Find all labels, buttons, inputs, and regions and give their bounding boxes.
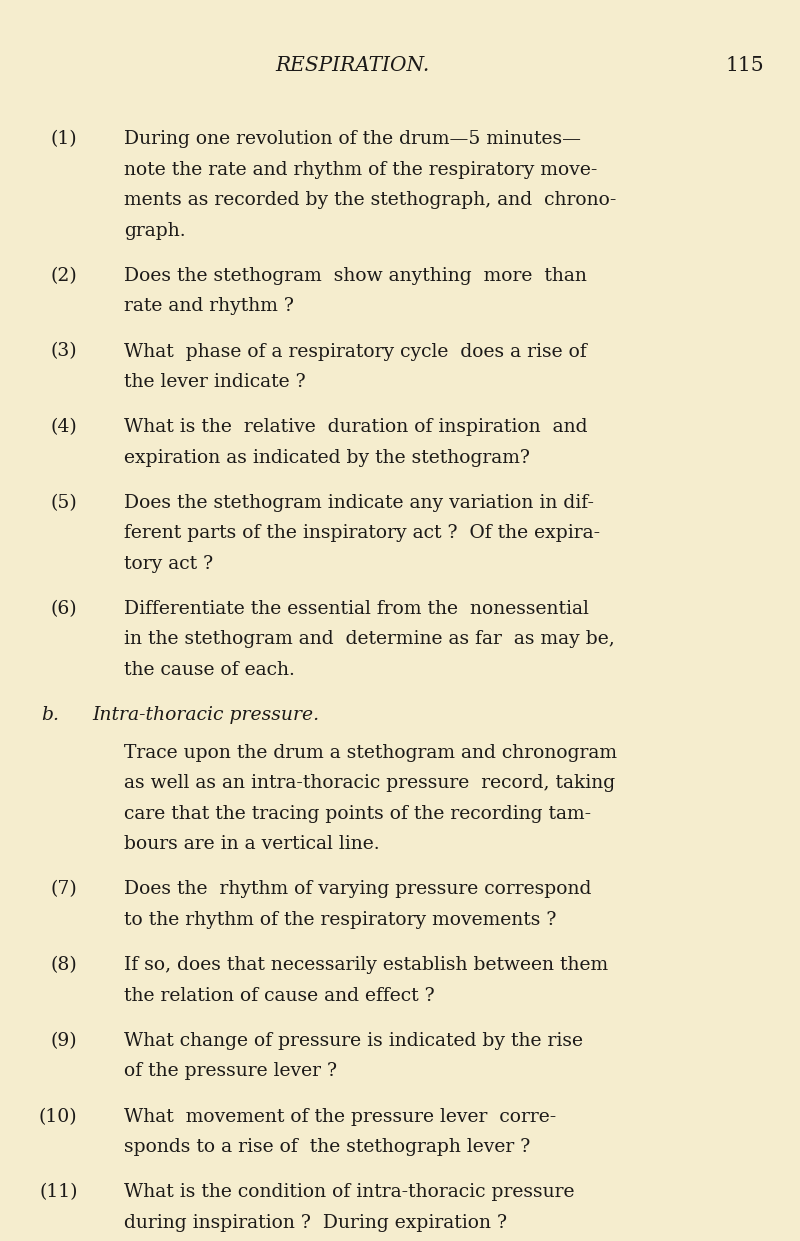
Text: care that the tracing points of the recording tam-: care that the tracing points of the reco… [124, 804, 591, 823]
Text: Differentiate the essential from the  nonessential: Differentiate the essential from the non… [124, 599, 589, 618]
Text: rate and rhythm ?: rate and rhythm ? [124, 297, 294, 315]
Text: (3): (3) [51, 343, 78, 361]
Text: What  movement of the pressure lever  corre-: What movement of the pressure lever corr… [124, 1107, 556, 1126]
Text: the cause of each.: the cause of each. [124, 660, 295, 679]
Text: Trace upon the drum a stethogram and chronogram: Trace upon the drum a stethogram and chr… [124, 743, 617, 762]
Text: (2): (2) [51, 267, 78, 285]
Text: as well as an intra-thoracic pressure  record, taking: as well as an intra-thoracic pressure re… [124, 774, 615, 793]
Text: graph.: graph. [124, 221, 186, 240]
Text: 115: 115 [726, 56, 764, 74]
Text: If so, does that necessarily establish between them: If so, does that necessarily establish b… [124, 956, 608, 974]
Text: expiration as indicated by the stethogram?: expiration as indicated by the stethogra… [124, 448, 530, 467]
Text: tory act ?: tory act ? [124, 555, 213, 573]
Text: What change of pressure is indicated by the rise: What change of pressure is indicated by … [124, 1031, 583, 1050]
Text: in the stethogram and  determine as far  as may be,: in the stethogram and determine as far a… [124, 630, 614, 649]
Text: ferent parts of the inspiratory act ?  Of the expira-: ferent parts of the inspiratory act ? Of… [124, 524, 600, 542]
Text: RESPIRATION.: RESPIRATION. [275, 56, 429, 74]
Text: bours are in a vertical line.: bours are in a vertical line. [124, 835, 380, 854]
Text: (7): (7) [51, 880, 78, 898]
Text: (8): (8) [51, 956, 78, 974]
Text: ments as recorded by the stethograph, and  chrono-: ments as recorded by the stethograph, an… [124, 191, 616, 210]
Text: Does the stethogram indicate any variation in dif-: Does the stethogram indicate any variati… [124, 494, 594, 513]
Text: (6): (6) [51, 599, 78, 618]
Text: b.: b. [42, 706, 59, 725]
Text: to the rhythm of the respiratory movements ?: to the rhythm of the respiratory movemen… [124, 911, 556, 930]
Text: note the rate and rhythm of the respiratory move-: note the rate and rhythm of the respirat… [124, 160, 598, 179]
Text: (10): (10) [39, 1107, 78, 1126]
Text: (4): (4) [51, 418, 78, 437]
Text: Intra-thoracic pressure.: Intra-thoracic pressure. [92, 706, 319, 725]
Text: Does the stethogram  show anything  more  than: Does the stethogram show anything more t… [124, 267, 587, 285]
Text: What is the condition of intra-thoracic pressure: What is the condition of intra-thoracic … [124, 1183, 574, 1201]
Text: during inspiration ?  During expiration ?: during inspiration ? During expiration ? [124, 1214, 507, 1232]
Text: sponds to a rise of  the stethograph lever ?: sponds to a rise of the stethograph leve… [124, 1138, 530, 1157]
Text: (11): (11) [39, 1183, 78, 1201]
Text: During one revolution of the drum—5 minutes—: During one revolution of the drum—5 minu… [124, 130, 581, 149]
Text: What is the  relative  duration of inspiration  and: What is the relative duration of inspira… [124, 418, 587, 437]
Text: (5): (5) [51, 494, 78, 513]
Text: the lever indicate ?: the lever indicate ? [124, 372, 306, 391]
Text: (9): (9) [51, 1031, 78, 1050]
Text: of the pressure lever ?: of the pressure lever ? [124, 1062, 337, 1081]
Text: Does the  rhythm of varying pressure correspond: Does the rhythm of varying pressure corr… [124, 880, 591, 898]
Text: (1): (1) [51, 130, 78, 149]
Text: What  phase of a respiratory cycle  does a rise of: What phase of a respiratory cycle does a… [124, 343, 586, 361]
Text: the relation of cause and effect ?: the relation of cause and effect ? [124, 987, 434, 1005]
